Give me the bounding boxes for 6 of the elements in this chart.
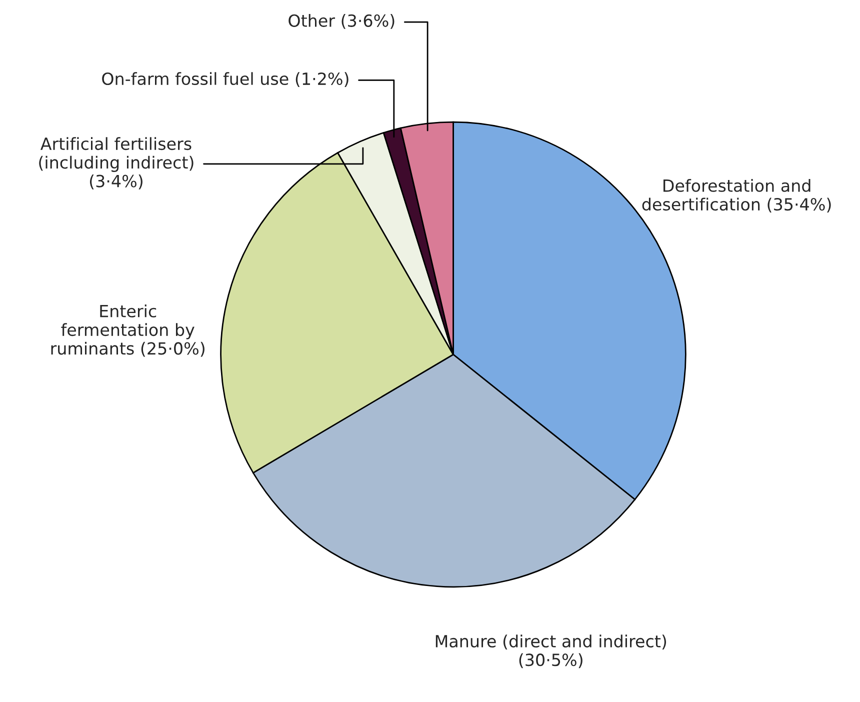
slice-label: Enteric fermentation by ruminants (25·0%) xyxy=(51,304,204,357)
slice-label: Deforestation and desertification (35·4%) xyxy=(642,179,831,213)
slice-label: Other (3·6%) xyxy=(288,14,394,29)
slice-label: Artificial fertilisers (including indirect) (3·4%) xyxy=(39,137,194,190)
slice-label: On-farm fossil fuel use (1·2%) xyxy=(102,72,348,88)
slice-label: Manure (direct and indirect) (30·5%) xyxy=(436,634,666,668)
